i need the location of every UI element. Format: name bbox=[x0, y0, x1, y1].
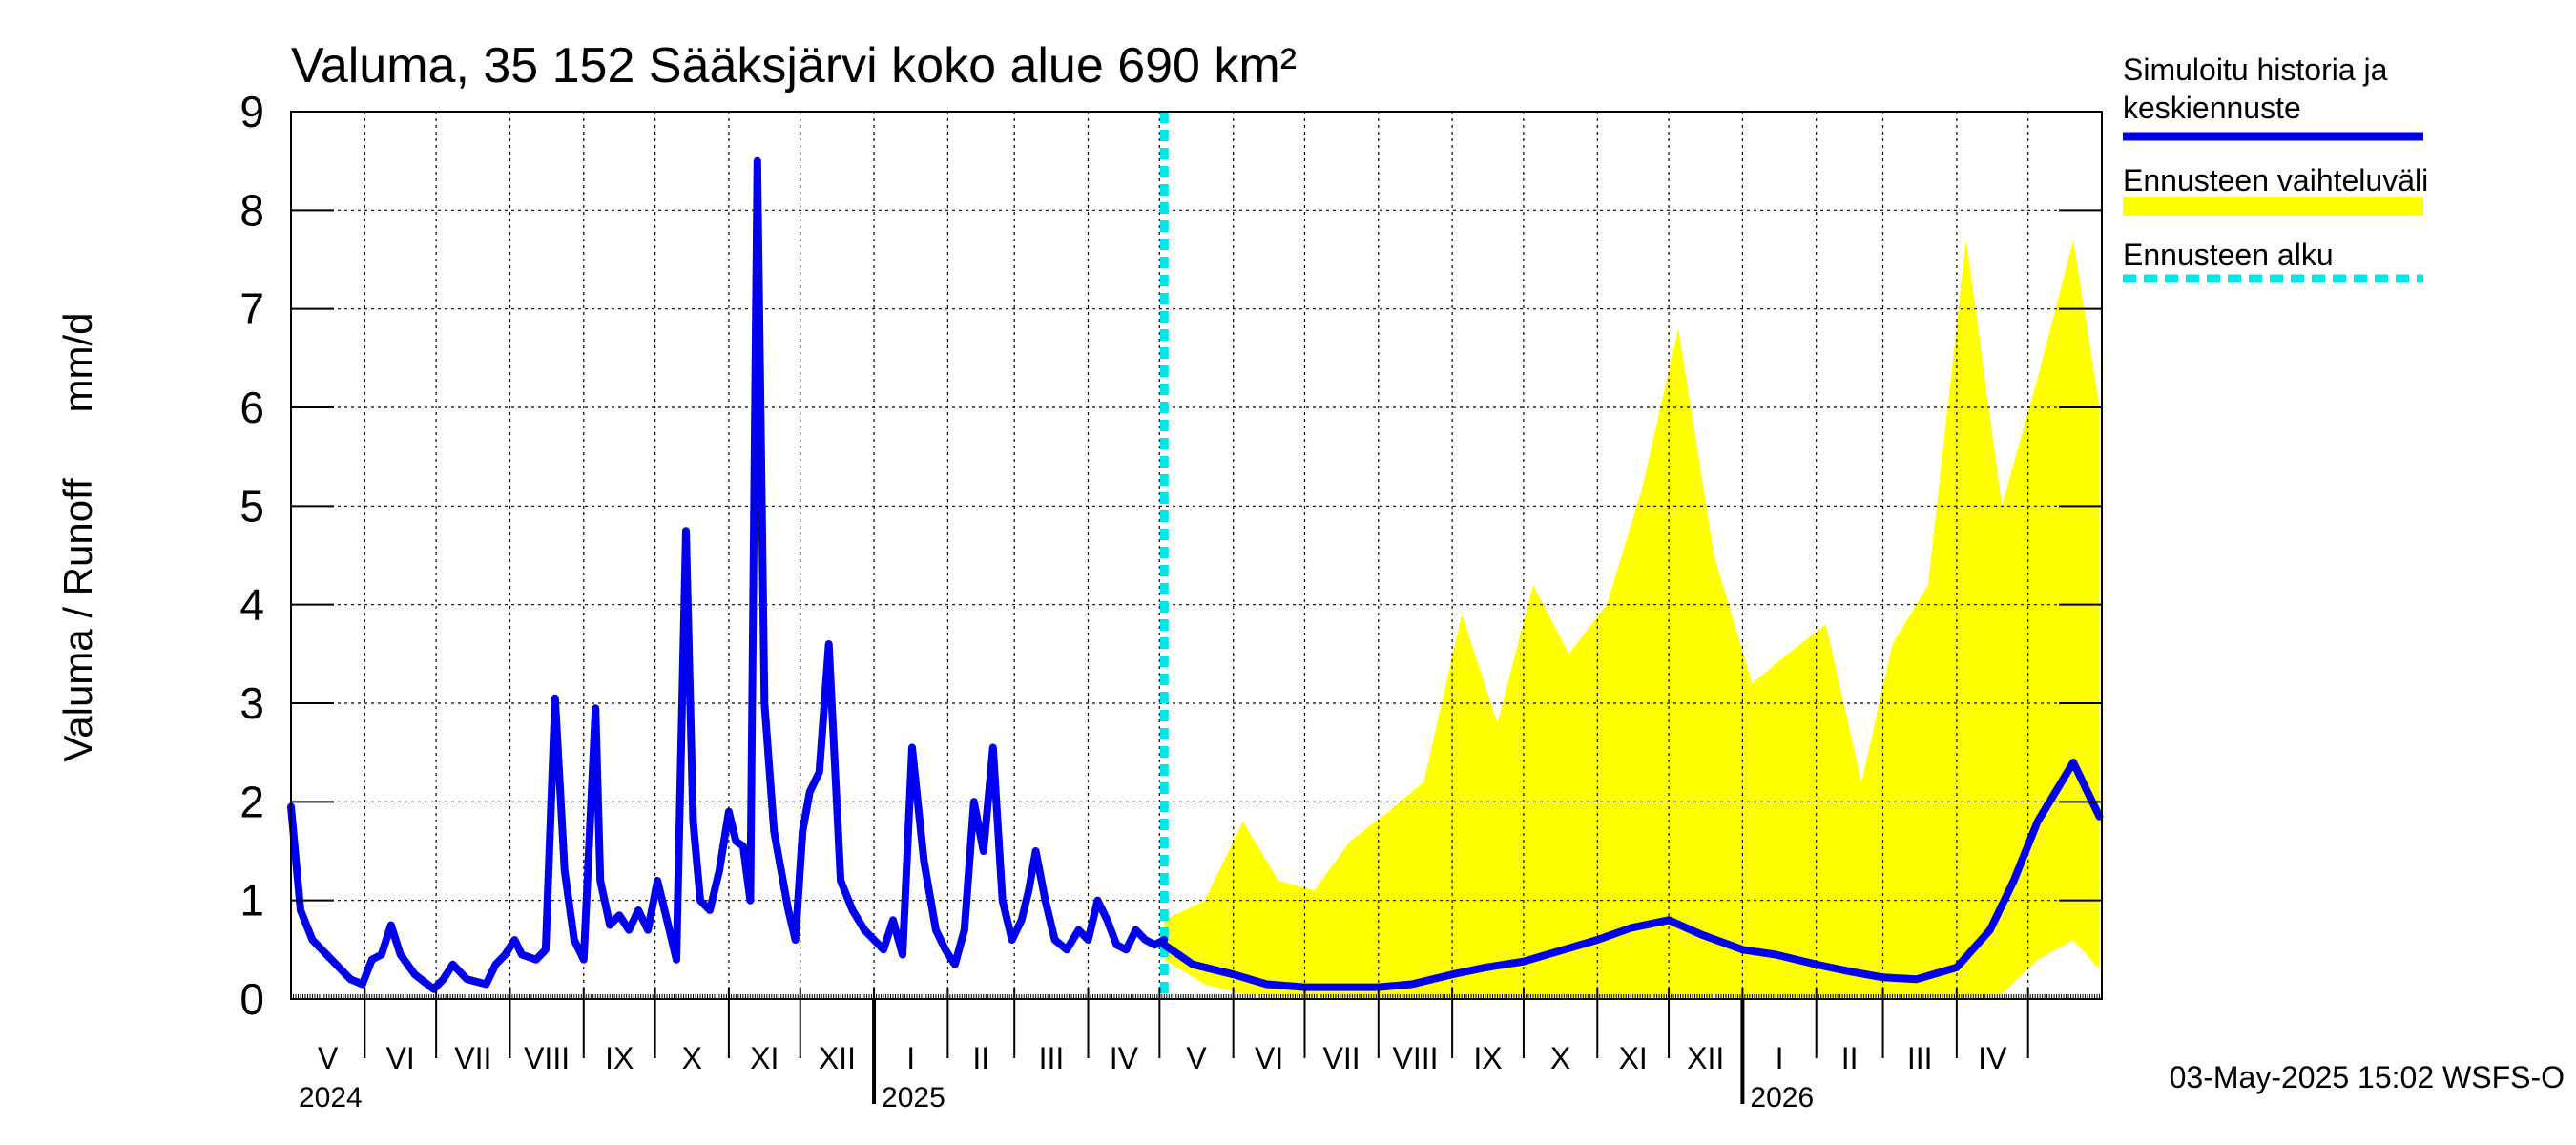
month-label: VIII bbox=[524, 1041, 570, 1075]
chart-title: Valuma, 35 152 Sääksjärvi koko alue 690 … bbox=[291, 38, 1297, 94]
month-label: VI bbox=[1255, 1041, 1283, 1075]
month-label: XII bbox=[1687, 1041, 1724, 1075]
y-tick-label: 7 bbox=[239, 284, 264, 334]
y-tick-label: 9 bbox=[239, 87, 264, 136]
y-tick-label: 3 bbox=[239, 678, 264, 728]
timestamp: 03-May-2025 15:02 WSFS-O bbox=[2170, 1060, 2565, 1094]
month-label: IX bbox=[605, 1041, 634, 1075]
y-tick-label: 5 bbox=[239, 481, 264, 531]
axes bbox=[290, 111, 2103, 1104]
legend-label: Ennusteen vaihteluväli bbox=[2123, 163, 2428, 198]
y-tick-labels: 0 1 2 3 4 5 6 7 8 9 bbox=[239, 87, 264, 1024]
month-label: X bbox=[1550, 1041, 1570, 1075]
month-label: VII bbox=[1323, 1041, 1361, 1075]
year-label: 2026 bbox=[1750, 1082, 1814, 1114]
legend-label: Ennusteen alku bbox=[2123, 238, 2334, 272]
month-label: XII bbox=[819, 1041, 856, 1075]
median-forecast-line bbox=[1160, 759, 2104, 991]
forecast-range-band bbox=[1164, 239, 2100, 997]
month-label: VI bbox=[386, 1041, 415, 1075]
y-tick-label: 2 bbox=[239, 777, 264, 826]
plot-frame bbox=[290, 111, 2103, 1000]
legend-label: Simuloitu historia ja bbox=[2123, 52, 2388, 87]
y-tick-label: 6 bbox=[239, 383, 264, 432]
y-axis-unit: mm/d bbox=[55, 313, 100, 413]
year-label: 2024 bbox=[299, 1082, 363, 1114]
month-label: X bbox=[682, 1041, 702, 1075]
month-label: IX bbox=[1473, 1041, 1502, 1075]
month-label: I bbox=[1776, 1041, 1784, 1075]
y-tick-label: 0 bbox=[239, 974, 264, 1024]
month-label: V bbox=[1186, 1041, 1207, 1075]
month-label: IV bbox=[1978, 1041, 2007, 1075]
runoff-lines bbox=[287, 156, 2104, 993]
month-label: XI bbox=[750, 1041, 779, 1075]
x-tick-labels: V VI VII VIII IX X XI XII I II III IV V VI VII VIII IX X X… bbox=[299, 1041, 2007, 1114]
legend-label: keskiennuste bbox=[2123, 91, 2301, 125]
y-tick-label: 8 bbox=[239, 185, 264, 235]
month-label: XI bbox=[1619, 1041, 1648, 1075]
month-label: VII bbox=[454, 1041, 491, 1075]
forecast-band-area bbox=[1164, 239, 2100, 997]
month-label: I bbox=[906, 1041, 915, 1075]
y-tick-label: 4 bbox=[239, 580, 264, 630]
history-line bbox=[287, 156, 1169, 993]
month-label: III bbox=[1907, 1041, 1933, 1075]
month-label: VIII bbox=[1392, 1041, 1438, 1075]
y-axis-label: Valuma / Runoff bbox=[55, 478, 100, 762]
legend: Simuloitu historia ja keskiennuste Ennuste… bbox=[2123, 52, 2428, 283]
y-tick-label: 1 bbox=[239, 876, 264, 926]
month-label: II bbox=[972, 1041, 989, 1075]
month-label: V bbox=[318, 1041, 339, 1075]
month-label: II bbox=[1841, 1041, 1859, 1075]
month-label: IV bbox=[1110, 1041, 1139, 1075]
year-label: 2025 bbox=[882, 1082, 945, 1114]
month-label: III bbox=[1039, 1041, 1065, 1075]
